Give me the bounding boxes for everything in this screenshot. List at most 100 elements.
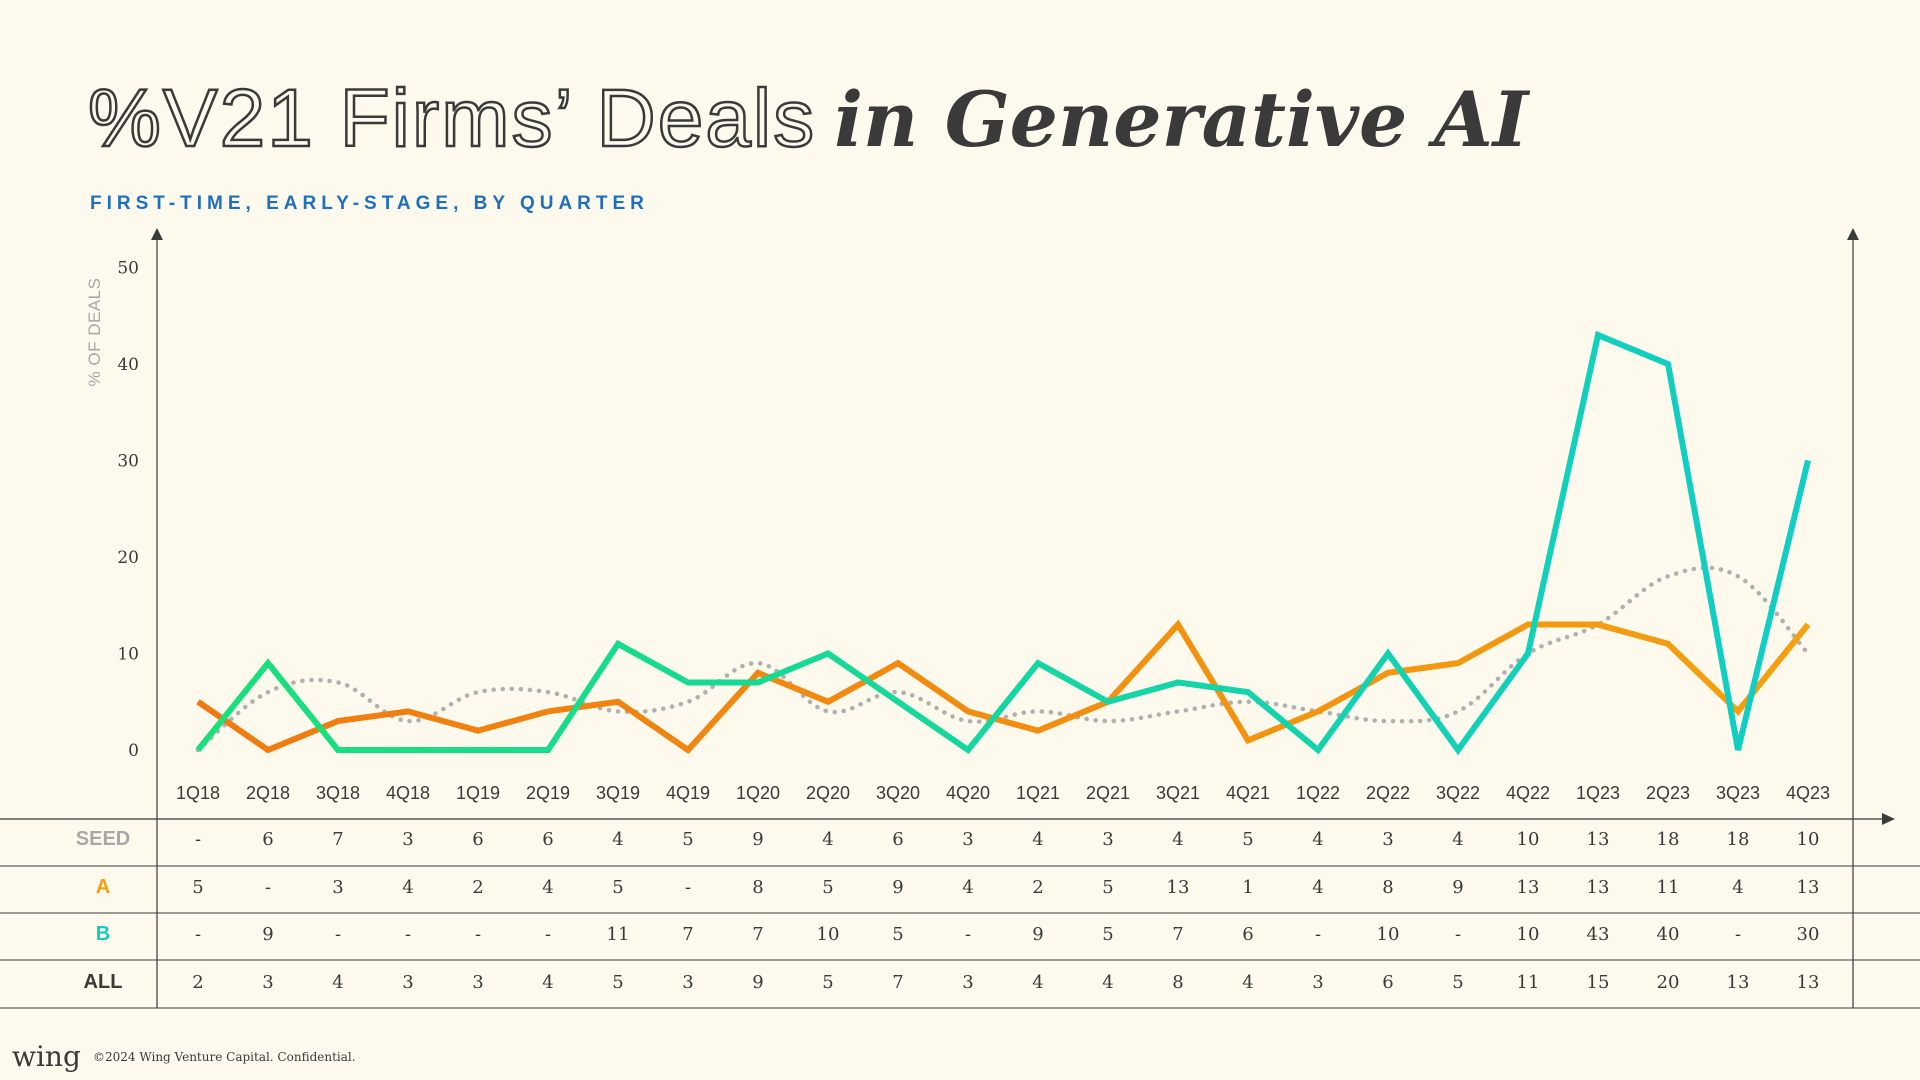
table-cell: 13 bbox=[1727, 972, 1750, 993]
x-tick-label: 1Q18 bbox=[176, 783, 220, 803]
table-cell: 6 bbox=[892, 829, 903, 850]
table-cell: 3 bbox=[262, 972, 273, 993]
x-tick-label: 2Q23 bbox=[1646, 783, 1690, 803]
table-cell: 2 bbox=[1032, 877, 1043, 898]
y-tick-label: 0 bbox=[128, 741, 139, 761]
table-cell: 13 bbox=[1587, 877, 1610, 898]
table-cell: 5 bbox=[1102, 924, 1113, 945]
table-cell: 4 bbox=[1312, 829, 1323, 850]
table-cell: 4 bbox=[402, 877, 413, 898]
x-tick-label: 2Q22 bbox=[1366, 783, 1410, 803]
table-cell: 4 bbox=[542, 877, 553, 898]
table-cell: 5 bbox=[612, 972, 623, 993]
table-cell: 4 bbox=[332, 972, 343, 993]
table-cell: 3 bbox=[682, 972, 693, 993]
table-cell: 13 bbox=[1797, 972, 1820, 993]
table-cell: 15 bbox=[1587, 972, 1610, 993]
x-tick-label: 2Q19 bbox=[526, 783, 570, 803]
x-tick-label: 4Q19 bbox=[666, 783, 710, 803]
table-cell: 43 bbox=[1587, 924, 1610, 945]
table-cell: 13 bbox=[1517, 877, 1540, 898]
table-cell: 30 bbox=[1797, 924, 1820, 945]
table-cell: 13 bbox=[1167, 877, 1190, 898]
table-cell: 10 bbox=[1517, 924, 1540, 945]
table-cell: 11 bbox=[1517, 972, 1540, 993]
table-cell: 18 bbox=[1727, 829, 1750, 850]
table-cell: 3 bbox=[1102, 829, 1113, 850]
x-tick-label: 4Q21 bbox=[1226, 783, 1270, 803]
table-cell: 7 bbox=[682, 924, 693, 945]
table-cell: 4 bbox=[1452, 829, 1463, 850]
y-tick-label: 40 bbox=[117, 355, 139, 375]
x-tick-label: 3Q21 bbox=[1156, 783, 1200, 803]
table-cell: - bbox=[685, 877, 691, 898]
x-tick-label: 3Q22 bbox=[1436, 783, 1480, 803]
series-lines bbox=[195, 330, 1811, 756]
x-axis-ticks: 1Q18 2Q18 3Q18 4Q18 1Q19 2Q19 3Q19 4Q19 1Q20 2Q20… bbox=[176, 783, 1830, 803]
table-cell: 3 bbox=[402, 829, 413, 850]
table-cell: 10 bbox=[1377, 924, 1400, 945]
table-cell: 9 bbox=[752, 972, 763, 993]
table-cell: - bbox=[1735, 924, 1741, 945]
table-cell: 4 bbox=[1172, 829, 1183, 850]
table-cell: - bbox=[405, 924, 411, 945]
x-tick-label: 4Q23 bbox=[1786, 783, 1830, 803]
table-cell: 4 bbox=[1102, 972, 1113, 993]
table-cell: 5 bbox=[1452, 972, 1463, 993]
table-cell: 6 bbox=[262, 829, 273, 850]
table-cell: 4 bbox=[1032, 972, 1043, 993]
table-cell: 9 bbox=[1452, 877, 1463, 898]
table-cell: 9 bbox=[262, 924, 273, 945]
table-cell: 7 bbox=[1172, 924, 1183, 945]
table-cell: 7 bbox=[752, 924, 763, 945]
table-cell: 3 bbox=[472, 972, 483, 993]
table-cell: 10 bbox=[1517, 829, 1540, 850]
wing-logo: wing bbox=[12, 1040, 81, 1073]
x-tick-label: 2Q20 bbox=[806, 783, 850, 803]
y-axis-label: % OF DEALS bbox=[85, 278, 104, 387]
y-tick-label: 50 bbox=[117, 259, 139, 279]
table-grid bbox=[0, 865, 1920, 1009]
table-cell: 8 bbox=[752, 877, 763, 898]
title-outline-part: %V21 Firms’ Deals bbox=[87, 73, 817, 164]
axes: % OF DEALS bbox=[0, 228, 1895, 1008]
table-cell: 3 bbox=[402, 972, 413, 993]
x-tick-label: 1Q23 bbox=[1576, 783, 1620, 803]
data-table: SEED -6 7 3 6 6 4 5 9 4 6 3 4 3 4 5 4 3 4 10 13 18 18 10A 5-3 4 2 4… bbox=[76, 828, 1820, 993]
copyright-note: ©2024 Wing Venture Capital. Confidential… bbox=[93, 1050, 356, 1064]
table-cell: 7 bbox=[892, 972, 903, 993]
table-cell: - bbox=[475, 924, 481, 945]
table-row-label: B bbox=[96, 923, 110, 945]
y-tick-label: 20 bbox=[117, 548, 139, 568]
table-cell: 4 bbox=[542, 972, 553, 993]
x-axis-arrow-icon bbox=[1882, 813, 1895, 825]
series-b-line bbox=[195, 330, 1811, 756]
y-axis-ticks: 0 10 20 30 40 50 bbox=[117, 259, 139, 762]
table-cell: 4 bbox=[962, 877, 973, 898]
x-tick-label: 4Q20 bbox=[946, 783, 990, 803]
table-cell: 3 bbox=[962, 829, 973, 850]
table-cell: 6 bbox=[1242, 924, 1253, 945]
table-cell: 5 bbox=[192, 877, 203, 898]
table-cell: 3 bbox=[1312, 972, 1323, 993]
table-cell: 5 bbox=[1102, 877, 1113, 898]
table-cell: 4 bbox=[1242, 972, 1253, 993]
x-tick-label: 2Q21 bbox=[1086, 783, 1130, 803]
table-row-label: A bbox=[96, 876, 110, 898]
table-cell: 4 bbox=[1312, 877, 1323, 898]
y-axis-left-arrow-icon bbox=[151, 228, 163, 240]
table-cell: 5 bbox=[612, 877, 623, 898]
table-row-label: SEED bbox=[76, 828, 130, 850]
table-cell: - bbox=[1455, 924, 1461, 945]
x-tick-label: 1Q20 bbox=[736, 783, 780, 803]
table-cell: 3 bbox=[1382, 829, 1393, 850]
table-cell: 20 bbox=[1657, 972, 1680, 993]
table-cell: 2 bbox=[472, 877, 483, 898]
y-tick-label: 30 bbox=[117, 452, 139, 472]
x-tick-label: 3Q23 bbox=[1716, 783, 1760, 803]
table-cell: 4 bbox=[1732, 877, 1743, 898]
x-tick-label: 2Q18 bbox=[246, 783, 290, 803]
table-cell: 10 bbox=[817, 924, 840, 945]
table-cell: 6 bbox=[542, 829, 553, 850]
